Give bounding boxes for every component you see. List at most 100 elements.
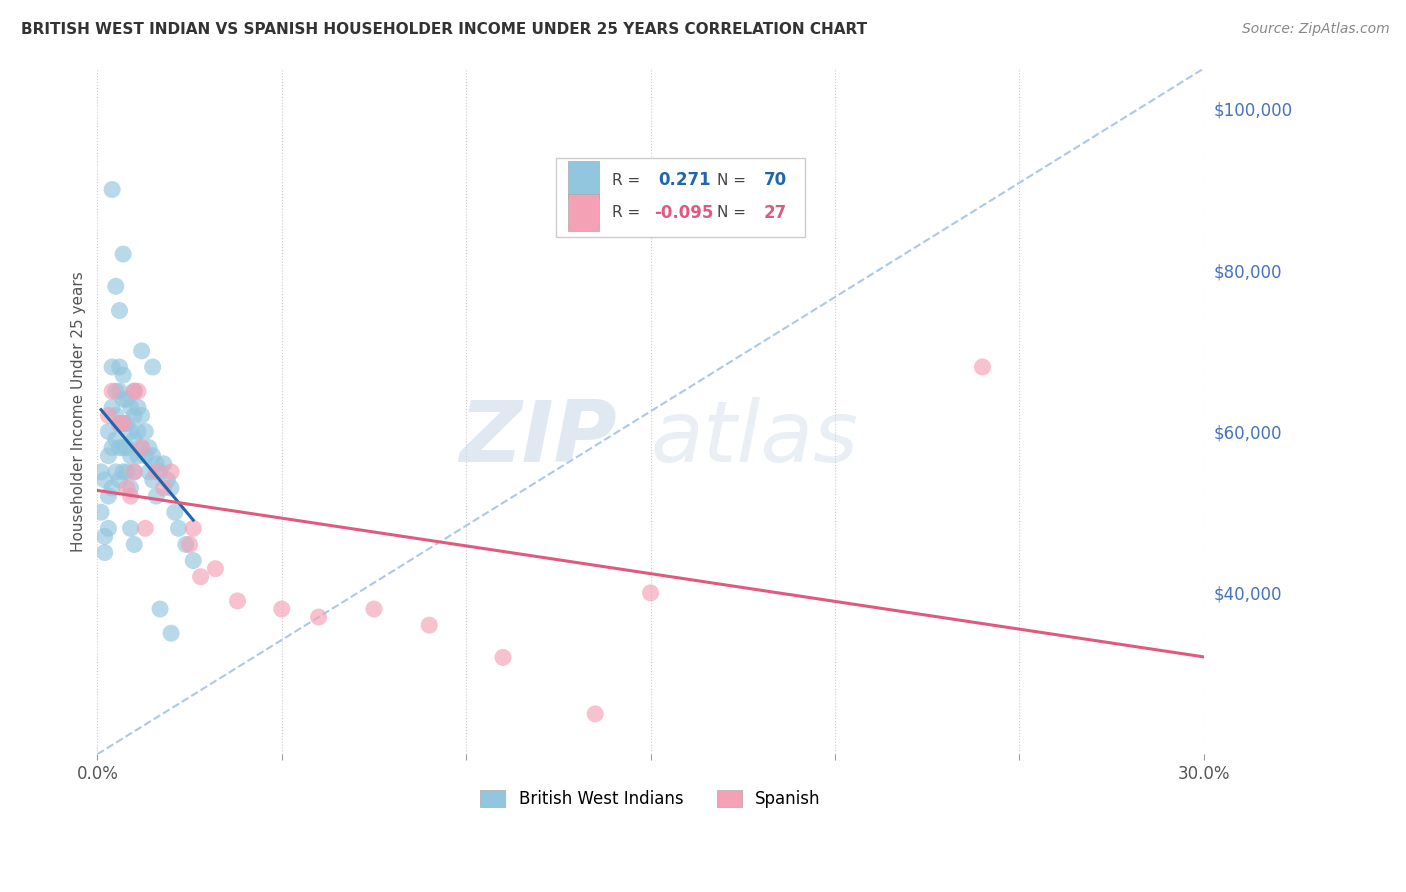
Point [142, 359, 165, 374]
Point [104, 433, 127, 447]
Text: 70: 70 [763, 171, 786, 189]
Point [160, 465, 183, 479]
Point [149, 465, 172, 479]
Point [93, 545, 115, 559]
Point [93, 473, 115, 487]
Text: BRITISH WEST INDIAN VS SPANISH HOUSEHOLDER INCOME UNDER 25 YEARS CORRELATION CHA: BRITISH WEST INDIAN VS SPANISH HOUSEHOLD… [21, 22, 868, 37]
Point [97, 425, 120, 439]
Point [142, 473, 165, 487]
Point [112, 441, 135, 455]
Point [145, 457, 167, 471]
Text: N =: N = [717, 173, 751, 188]
Point [120, 449, 142, 463]
Point [181, 521, 204, 535]
Point [108, 359, 131, 374]
Text: -0.095: -0.095 [654, 203, 713, 221]
Point [152, 481, 174, 495]
Point [97, 521, 120, 535]
Text: 0.271: 0.271 [658, 171, 711, 189]
Point [90, 465, 112, 479]
Point [115, 481, 138, 495]
Point [120, 481, 142, 495]
Point [131, 441, 153, 455]
Point [156, 473, 179, 487]
Point [134, 425, 156, 439]
Point [112, 465, 135, 479]
Point [120, 425, 142, 439]
Point [152, 457, 174, 471]
Point [492, 650, 515, 665]
Point [127, 384, 149, 399]
Legend: British West Indians, Spanish: British West Indians, Spanish [474, 783, 827, 814]
Point [112, 417, 135, 431]
Point [122, 384, 145, 399]
Point [142, 449, 165, 463]
Point [104, 279, 127, 293]
Point [122, 409, 145, 423]
Point [131, 441, 153, 455]
Point [190, 570, 212, 584]
Point [112, 392, 135, 407]
Point [134, 521, 156, 535]
Point [108, 417, 131, 431]
Text: atlas: atlas [651, 397, 859, 480]
Y-axis label: Householder Income Under 25 years: Householder Income Under 25 years [72, 271, 86, 552]
Point [583, 706, 606, 721]
FancyBboxPatch shape [568, 194, 599, 231]
Point [97, 449, 120, 463]
Point [97, 489, 120, 503]
Point [115, 417, 138, 431]
Point [101, 359, 124, 374]
Point [127, 449, 149, 463]
FancyBboxPatch shape [568, 161, 599, 199]
Point [120, 489, 142, 503]
Point [120, 401, 142, 415]
Point [112, 417, 135, 431]
Point [131, 343, 153, 358]
Point [145, 465, 167, 479]
Point [120, 521, 142, 535]
Point [179, 537, 201, 551]
Point [112, 247, 135, 261]
Point [972, 359, 994, 374]
Point [127, 425, 149, 439]
Point [174, 537, 197, 551]
Point [108, 303, 131, 318]
Text: 27: 27 [763, 203, 786, 221]
Point [308, 610, 330, 624]
Point [122, 384, 145, 399]
FancyBboxPatch shape [557, 158, 806, 236]
Point [93, 529, 115, 543]
Point [160, 481, 183, 495]
Point [138, 441, 160, 455]
Point [108, 384, 131, 399]
Point [122, 465, 145, 479]
Point [270, 602, 292, 616]
Point [112, 368, 135, 382]
Point [115, 441, 138, 455]
Point [104, 465, 127, 479]
Point [122, 433, 145, 447]
Point [226, 594, 249, 608]
Text: ZIP: ZIP [460, 397, 617, 480]
Point [101, 481, 124, 495]
Point [167, 521, 190, 535]
Point [149, 602, 172, 616]
Point [104, 384, 127, 399]
Point [101, 441, 124, 455]
Point [108, 417, 131, 431]
Point [640, 586, 662, 600]
Point [127, 401, 149, 415]
Point [363, 602, 385, 616]
Point [97, 409, 120, 423]
Text: Source: ZipAtlas.com: Source: ZipAtlas.com [1241, 22, 1389, 37]
Point [163, 505, 186, 519]
Point [115, 465, 138, 479]
Point [104, 409, 127, 423]
Point [134, 449, 156, 463]
Point [101, 182, 124, 196]
Point [131, 409, 153, 423]
Point [181, 553, 204, 567]
Point [108, 441, 131, 455]
Text: R =: R = [612, 173, 645, 188]
